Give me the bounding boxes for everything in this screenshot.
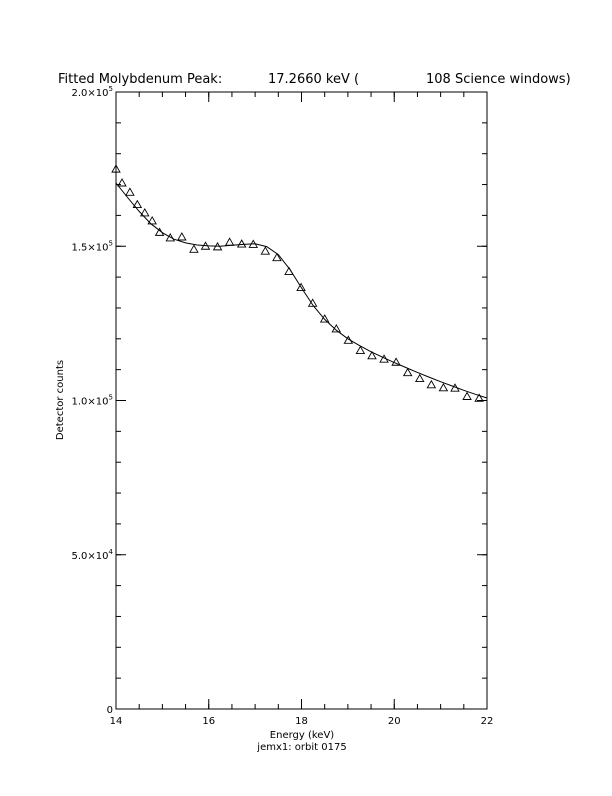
data-point xyxy=(391,357,401,366)
y-tick-label: 0 xyxy=(107,705,113,716)
data-point xyxy=(111,164,121,173)
data-point xyxy=(379,354,389,363)
plot-frame xyxy=(115,91,488,710)
y-axis-label: Detector counts xyxy=(55,360,66,440)
data-point xyxy=(177,232,187,241)
data-point xyxy=(438,382,449,392)
data-point xyxy=(367,350,377,360)
data-points xyxy=(111,164,484,402)
axis-ticks xyxy=(115,91,488,710)
x-axis-label: Energy (keV) xyxy=(270,730,335,741)
data-point xyxy=(450,383,460,392)
data-point xyxy=(296,282,306,292)
y-tick-label: 2.0×105 xyxy=(72,85,113,99)
data-point xyxy=(212,241,223,251)
data-point xyxy=(426,379,437,389)
chart-title-part-3: 108 Science windows) xyxy=(426,72,571,87)
data-point xyxy=(189,244,199,253)
y-tick-label: 5.0×104 xyxy=(72,548,114,562)
data-point xyxy=(402,367,413,377)
x-tick-label: 14 xyxy=(110,716,123,727)
x-tick-label: 22 xyxy=(481,716,494,727)
data-point xyxy=(165,233,176,242)
data-point xyxy=(343,335,354,344)
data-point xyxy=(224,237,235,246)
data-point xyxy=(319,314,330,323)
data-point xyxy=(154,227,165,236)
data-point xyxy=(260,246,271,255)
x-tick-label: 18 xyxy=(295,716,308,727)
data-point xyxy=(200,241,211,250)
chart-title-part-1: Fitted Molybdenum Peak: xyxy=(58,72,222,87)
chart-title-part-2: 17.2660 keV ( xyxy=(268,72,359,87)
data-point xyxy=(272,252,282,262)
x-tick-label: 16 xyxy=(202,716,215,727)
data-point xyxy=(139,208,150,217)
sub-caption: jemx1: orbit 0175 xyxy=(256,742,346,753)
x-tick-labels: 14 16 18 20 22 xyxy=(110,716,494,727)
data-point xyxy=(355,345,366,354)
x-tick-label: 20 xyxy=(388,716,401,727)
data-point xyxy=(474,393,484,402)
data-point xyxy=(117,178,127,187)
data-point xyxy=(462,391,472,400)
y-tick-label: 1.0×105 xyxy=(72,394,113,408)
data-point xyxy=(132,199,143,209)
data-point xyxy=(307,298,318,307)
data-point xyxy=(236,239,247,248)
y-tick-labels: 0 5.0×104 1.0×105 1.5×105 2.0×105 xyxy=(72,85,114,716)
data-point xyxy=(125,187,135,196)
data-point xyxy=(147,216,157,225)
data-point xyxy=(284,266,294,275)
data-point xyxy=(414,373,425,383)
y-tick-label: 1.5×105 xyxy=(72,239,113,253)
data-point xyxy=(248,239,259,248)
data-point xyxy=(331,324,342,333)
